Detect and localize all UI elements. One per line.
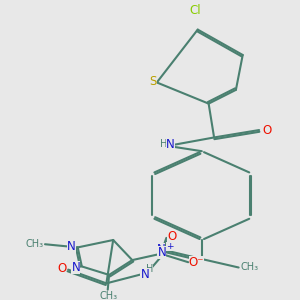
Text: H: H: [146, 264, 153, 274]
Text: N: N: [140, 268, 149, 281]
Text: N: N: [166, 138, 175, 151]
Text: O: O: [167, 230, 176, 243]
Text: N: N: [158, 245, 167, 259]
Text: O⁻: O⁻: [189, 256, 204, 269]
Text: CH₃: CH₃: [241, 262, 259, 272]
Text: N: N: [71, 261, 80, 274]
Text: O: O: [57, 262, 66, 275]
Text: Cl: Cl: [189, 4, 201, 17]
Text: S: S: [149, 74, 157, 88]
Text: +: +: [166, 242, 174, 251]
Text: O: O: [262, 124, 271, 136]
Text: CH₃: CH₃: [99, 291, 117, 300]
Text: N: N: [157, 243, 165, 256]
Text: H: H: [160, 139, 168, 149]
Text: CH₃: CH₃: [26, 239, 44, 249]
Text: N: N: [67, 240, 76, 253]
